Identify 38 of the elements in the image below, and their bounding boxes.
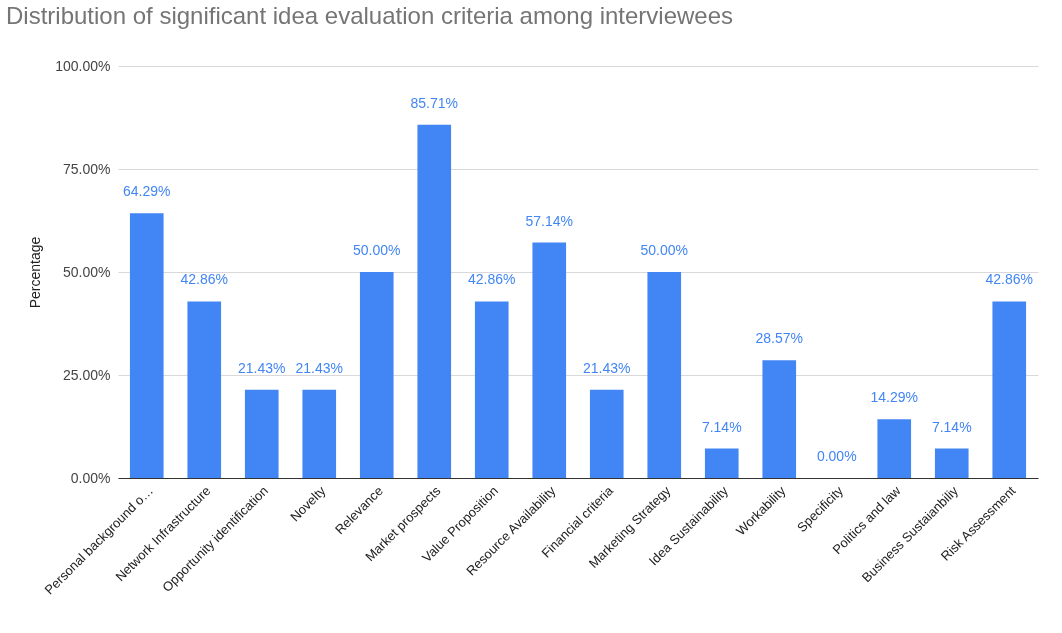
bar bbox=[129, 213, 164, 478]
bar bbox=[359, 272, 394, 478]
data-label: 50.00% bbox=[353, 242, 401, 258]
data-label: 21.43% bbox=[583, 359, 631, 376]
data-label: 0.00% bbox=[816, 448, 857, 464]
data-label: 28.57% bbox=[755, 330, 803, 347]
data-label: 7.14% bbox=[931, 418, 972, 435]
bar bbox=[474, 301, 509, 478]
y-tick-label: 0.00% bbox=[70, 469, 111, 486]
data-label: 21.43% bbox=[295, 359, 343, 376]
bar bbox=[704, 448, 739, 478]
bar bbox=[302, 389, 337, 478]
data-label: 64.29% bbox=[123, 183, 171, 200]
chart-title: Distribution of significant idea evaluation criteria among interviewees bbox=[6, 2, 734, 29]
y-axis-title: Percentage bbox=[27, 236, 44, 309]
y-tick-label: 100.00% bbox=[55, 57, 111, 74]
y-tick-label: 75.00% bbox=[63, 160, 111, 177]
data-label: 42.86% bbox=[468, 271, 516, 288]
bar bbox=[992, 301, 1027, 478]
data-label: 7.14% bbox=[701, 418, 742, 435]
data-label: 85.71% bbox=[410, 94, 458, 111]
bar bbox=[187, 301, 222, 478]
y-tick-label: 50.00% bbox=[63, 263, 111, 280]
bar bbox=[762, 360, 797, 478]
bar bbox=[877, 419, 912, 478]
bar bbox=[417, 124, 452, 478]
bar bbox=[532, 242, 567, 478]
bar bbox=[589, 389, 624, 478]
bar bbox=[647, 272, 682, 478]
data-label: 57.14% bbox=[525, 212, 573, 229]
data-label: 42.86% bbox=[180, 271, 228, 288]
data-label: 42.86% bbox=[985, 271, 1033, 288]
y-tick-label: 25.00% bbox=[63, 366, 111, 383]
bar bbox=[244, 389, 279, 478]
data-label: 21.43% bbox=[238, 359, 286, 376]
bar bbox=[934, 448, 969, 478]
data-label: 14.29% bbox=[870, 389, 918, 406]
data-label: 50.00% bbox=[640, 242, 688, 258]
